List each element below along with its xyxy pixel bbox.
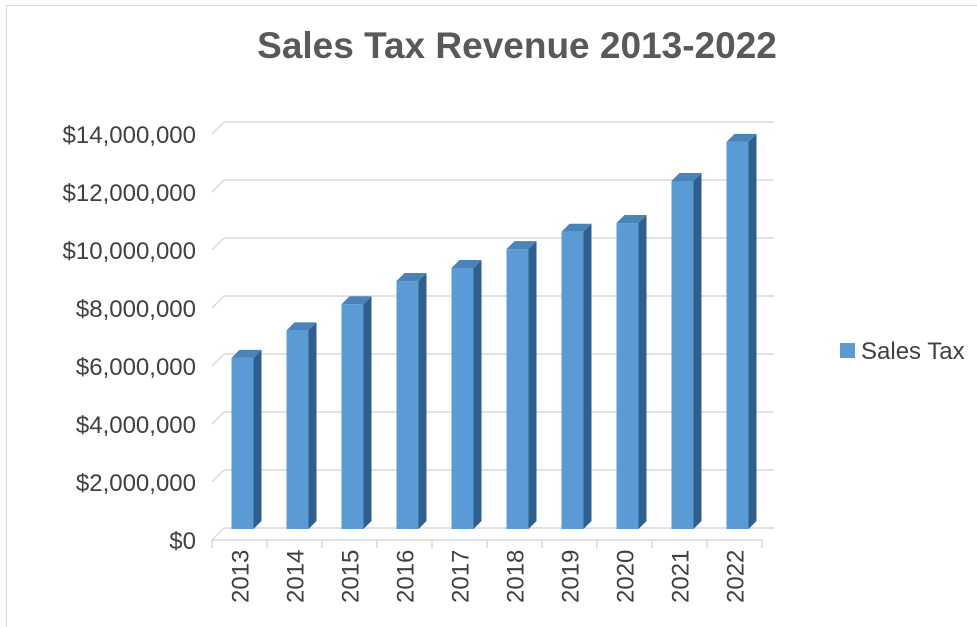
- bar-top: [286, 322, 317, 331]
- bar-front: [451, 268, 474, 529]
- x-tick-label: 2014: [283, 550, 310, 603]
- bar-side: [748, 133, 757, 529]
- bar-2014: [286, 322, 317, 529]
- y-tick-label: $4,000,000: [76, 412, 196, 439]
- legend: Sales Tax: [840, 338, 965, 365]
- chart-title: Sales Tax Revenue 2013-2022: [257, 25, 777, 66]
- y-tick-label: $2,000,000: [76, 470, 196, 497]
- legend-swatch: [840, 343, 855, 358]
- x-tick-label: 2022: [723, 550, 750, 603]
- bar-front: [671, 181, 694, 529]
- gridline-diagonal: [211, 353, 225, 367]
- bar-front: [286, 330, 309, 529]
- x-axis-ticks: 2013 2014 2015 2016 2017 2018 2019 2020 2021 2022: [211, 540, 763, 603]
- bar-2019: [561, 223, 592, 529]
- x-tick-label: 2020: [613, 550, 640, 603]
- bar-front: [396, 281, 419, 529]
- bar-front: [341, 304, 364, 529]
- legend-label: Sales Tax: [861, 338, 965, 365]
- y-tick-label: $10,000,000: [63, 238, 196, 265]
- y-tick-label: $14,000,000: [63, 122, 196, 149]
- bar-top: [231, 349, 262, 358]
- x-tick-label: 2019: [558, 550, 585, 603]
- bar-top: [451, 260, 482, 268]
- bar-side: [583, 223, 592, 529]
- x-tick-label: 2016: [393, 550, 420, 603]
- bar-2018: [506, 241, 537, 529]
- bar-top: [506, 241, 537, 250]
- bar-top: [726, 133, 757, 142]
- bar-2017: [451, 260, 482, 529]
- bar-2013: [231, 349, 262, 529]
- y-tick-label: $0: [169, 528, 196, 555]
- bar-2022: [726, 133, 757, 529]
- bar-top: [671, 173, 702, 181]
- bar-2015: [341, 296, 372, 529]
- bar-top: [396, 273, 427, 282]
- bar-front: [726, 141, 749, 529]
- bar-front: [506, 249, 529, 529]
- bars: [231, 133, 757, 530]
- gridline-diagonal: [211, 469, 225, 483]
- gridline-diagonal: [211, 411, 225, 425]
- y-tick-label: $8,000,000: [76, 296, 196, 323]
- y-tick-label: $6,000,000: [76, 354, 196, 381]
- bar-front: [561, 231, 584, 529]
- bar-top: [341, 296, 372, 305]
- bar-2016: [396, 273, 427, 529]
- gridline-diagonal: [211, 527, 225, 541]
- bar-side: [253, 349, 262, 529]
- bar-2020: [616, 215, 647, 530]
- bar-side: [638, 215, 647, 530]
- bar-side: [528, 241, 537, 529]
- y-tick-label: $12,000,000: [63, 180, 196, 207]
- bar-front: [616, 223, 639, 530]
- gridline-diagonal: [211, 179, 225, 193]
- gridline-diagonal: [211, 295, 225, 309]
- bar-side: [363, 296, 372, 529]
- bar-front: [231, 357, 254, 529]
- bar-top: [616, 215, 647, 224]
- bar-side: [693, 173, 702, 529]
- bar-side: [473, 260, 482, 529]
- bar-side: [308, 322, 317, 529]
- bar-2021: [671, 173, 702, 529]
- x-tick-label: 2021: [668, 550, 695, 603]
- x-tick-label: 2015: [338, 550, 365, 603]
- bar-side: [418, 273, 427, 529]
- x-tick-label: 2013: [228, 550, 255, 603]
- bar-top: [561, 223, 592, 232]
- gridline-diagonal: [211, 121, 225, 135]
- y-axis-ticks: $0 $2,000,000 $4,000,000 $6,000,000 $8,000,0…: [63, 122, 196, 555]
- gridline-diagonal: [211, 237, 225, 251]
- x-tick-label: 2017: [448, 550, 475, 603]
- chart-frame: [6, 5, 977, 627]
- x-tick-label: 2018: [503, 550, 530, 603]
